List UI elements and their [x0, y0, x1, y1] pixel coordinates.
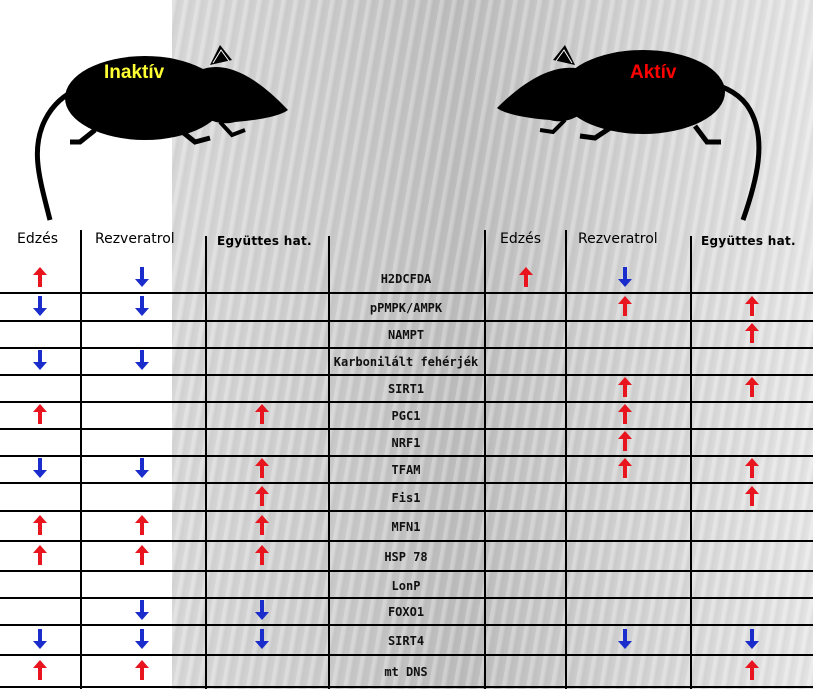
arrow-up-icon: [33, 267, 47, 287]
header-right-resveratrol: Rezveratrol: [578, 231, 658, 247]
arrow-up-icon: [255, 515, 269, 535]
arrow-up-icon: [745, 296, 759, 316]
grid-hline: [0, 624, 813, 626]
arrow-up-icon: [745, 377, 759, 397]
grid-hline: [0, 482, 813, 484]
gene-label: LonP: [391, 579, 421, 593]
grid-hline: [0, 292, 813, 294]
arrow-up-icon: [618, 431, 632, 451]
grid-vline: [328, 236, 330, 689]
arrow-down-icon: [618, 267, 632, 287]
arrow-up-icon: [745, 660, 759, 680]
arrow-down-icon: [33, 350, 47, 370]
arrow-up-icon: [618, 296, 632, 316]
arrow-up-icon: [33, 515, 47, 535]
grid-vline: [484, 230, 486, 689]
grid-hline: [0, 401, 813, 403]
gene-label: PGC1: [391, 409, 421, 423]
grid-hline: [0, 597, 813, 599]
grid-hline: [0, 686, 813, 688]
arrow-up-icon: [618, 458, 632, 478]
arrow-up-icon: [33, 404, 47, 424]
grid-hline: [0, 654, 813, 656]
arrow-down-icon: [33, 296, 47, 316]
grid-hline: [0, 540, 813, 542]
grid-vline: [205, 236, 207, 689]
gene-label: MFN1: [391, 520, 421, 534]
arrow-up-icon: [745, 323, 759, 343]
arrow-down-icon: [745, 629, 759, 649]
gene-label: Fis1: [391, 491, 421, 505]
arrow-up-icon: [618, 404, 632, 424]
arrow-down-icon: [135, 267, 149, 287]
arrow-down-icon: [135, 600, 149, 620]
header-left-exercise: Edzés: [17, 231, 58, 247]
gene-label: SIRT4: [387, 634, 425, 648]
arrow-down-icon: [33, 458, 47, 478]
arrow-up-icon: [135, 660, 149, 680]
active-rat-silhouette: [497, 45, 762, 221]
grid-hline: [0, 510, 813, 512]
arrow-down-icon: [33, 629, 47, 649]
gene-label: HSP 78: [384, 550, 428, 564]
arrow-up-icon: [33, 660, 47, 680]
arrow-up-icon: [255, 486, 269, 506]
arrow-down-icon: [618, 629, 632, 649]
gene-label: SIRT1: [387, 382, 425, 396]
gene-label: H2DCFDA: [380, 272, 432, 286]
header-right-exercise: Edzés: [500, 231, 541, 247]
gene-label: NAMPT: [387, 328, 425, 342]
arrow-up-icon: [255, 545, 269, 565]
grid-hline: [0, 428, 813, 430]
gene-label: pPMPK/AMPK: [369, 301, 443, 315]
grid-hline: [0, 570, 813, 572]
arrow-up-icon: [745, 486, 759, 506]
grid-hline: [0, 320, 813, 322]
grid-hline: [0, 374, 813, 376]
header-left-combined: Együttes hat.: [217, 234, 312, 248]
header-right-combined: Együttes hat.: [701, 234, 796, 248]
arrow-down-icon: [255, 600, 269, 620]
arrow-down-icon: [135, 629, 149, 649]
arrow-down-icon: [135, 350, 149, 370]
arrow-up-icon: [135, 545, 149, 565]
inactive-label: Inaktív: [104, 62, 165, 83]
arrow-down-icon: [255, 629, 269, 649]
arrow-up-icon: [618, 377, 632, 397]
inactive-rat-silhouette: [34, 45, 288, 221]
arrow-down-icon: [135, 458, 149, 478]
arrow-up-icon: [519, 267, 533, 287]
gene-label: Karbonilált fehérjék: [333, 355, 479, 369]
arrow-up-icon: [135, 515, 149, 535]
arrow-up-icon: [255, 458, 269, 478]
grid-hline: [0, 455, 813, 457]
arrow-down-icon: [135, 296, 149, 316]
header-left-resveratrol: Rezveratrol: [95, 231, 175, 247]
grid-vline: [690, 236, 692, 689]
arrow-up-icon: [745, 458, 759, 478]
grid-vline: [565, 230, 567, 689]
grid-hline: [0, 347, 813, 349]
gene-label: NRF1: [391, 436, 421, 450]
gene-label: TFAM: [391, 463, 421, 477]
grid-vline: [80, 230, 82, 689]
gene-label: FOXO1: [387, 605, 425, 619]
active-label: Aktív: [630, 62, 677, 83]
arrow-up-icon: [33, 545, 47, 565]
gene-label: mt DNS: [384, 665, 428, 679]
arrow-up-icon: [255, 404, 269, 424]
